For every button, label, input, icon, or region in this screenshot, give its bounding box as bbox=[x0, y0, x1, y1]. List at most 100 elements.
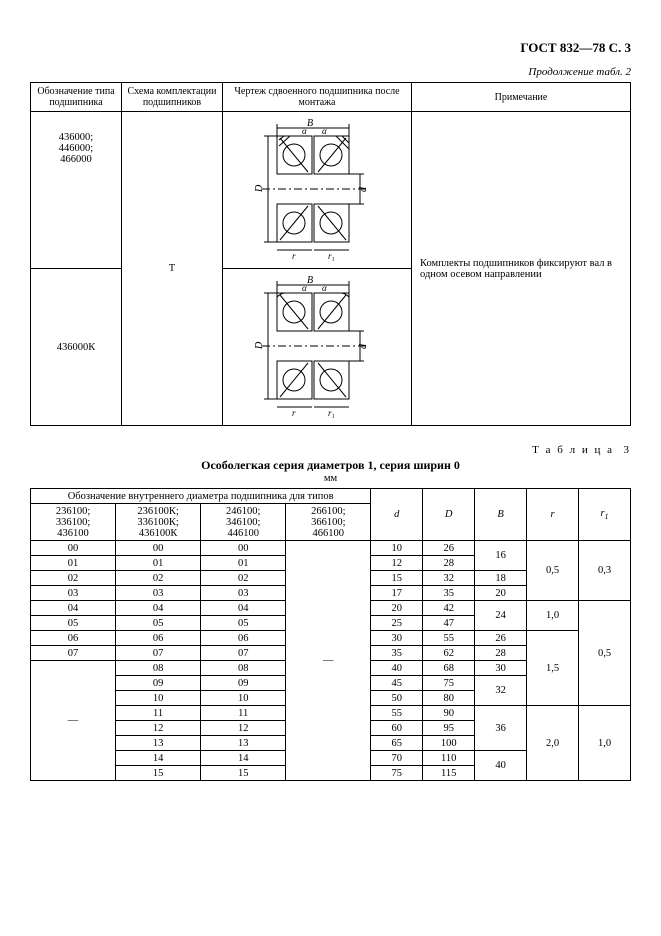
table3-label: Т а б л и ц а 3 bbox=[30, 444, 631, 456]
table-cell: 45 bbox=[371, 676, 423, 691]
table-cell: 10 bbox=[371, 541, 423, 556]
table-cell: 08 bbox=[201, 661, 286, 676]
t2-hdr-scheme: Схема комплектации подшипников bbox=[122, 83, 223, 112]
table-cell: 03 bbox=[116, 586, 201, 601]
svg-text:D: D bbox=[254, 341, 265, 350]
table-cell: 04 bbox=[31, 601, 116, 616]
svg-text:B: B bbox=[307, 275, 313, 286]
table-cell: 30 bbox=[371, 631, 423, 646]
table-cell: 03 bbox=[31, 586, 116, 601]
table-cell: 25 bbox=[371, 616, 423, 631]
table-cell: 47 bbox=[423, 616, 475, 631]
table-cell: 62 bbox=[423, 646, 475, 661]
svg-text:r₁: r₁ bbox=[328, 408, 335, 418]
table-cell: 28 bbox=[423, 556, 475, 571]
table-cell: 02 bbox=[31, 571, 116, 586]
svg-text:α: α bbox=[302, 126, 307, 136]
table-cell: 13 bbox=[116, 736, 201, 751]
t2-row1-type: 436000; 446000; 466000 bbox=[31, 112, 122, 269]
t2-hdr-drawing: Чертеж сдвоенного подшипника после монта… bbox=[223, 83, 412, 112]
table-cell: 14 bbox=[201, 751, 286, 766]
table-cell: 20 bbox=[475, 586, 527, 601]
t3-hdr-B: B bbox=[475, 489, 527, 541]
t2-diagram-2: B D d r r₁ α α bbox=[223, 269, 412, 426]
table2-continuation: Продолжение табл. 2 bbox=[30, 66, 631, 78]
table-cell: 36 bbox=[475, 706, 527, 751]
table-cell: 65 bbox=[371, 736, 423, 751]
table-cell: 15 bbox=[201, 766, 286, 781]
svg-text:D: D bbox=[254, 184, 265, 193]
table-cell: 35 bbox=[423, 586, 475, 601]
table-cell: 0,5 bbox=[527, 541, 579, 601]
table-cell: 15 bbox=[116, 766, 201, 781]
table-cell: 32 bbox=[423, 571, 475, 586]
t3-hdr-r1: r1 bbox=[579, 489, 631, 541]
table-cell: 26 bbox=[475, 631, 527, 646]
table-cell: 70 bbox=[371, 751, 423, 766]
table3-unit: мм bbox=[30, 473, 631, 484]
svg-text:α: α bbox=[302, 283, 307, 293]
table-cell: 01 bbox=[31, 556, 116, 571]
table-cell: 03 bbox=[201, 586, 286, 601]
table-cell: 01 bbox=[201, 556, 286, 571]
table-cell: 60 bbox=[371, 721, 423, 736]
table-cell: 95 bbox=[423, 721, 475, 736]
t3-col2-hdr: 236100К; 336100К; 436100К bbox=[116, 504, 201, 541]
table-cell: 35 bbox=[371, 646, 423, 661]
table-cell: 1,0 bbox=[527, 601, 579, 631]
svg-text:r: r bbox=[292, 251, 296, 261]
table-cell: 24 bbox=[475, 601, 527, 631]
bearing-drawing-icon: B D d r r₁ α α bbox=[232, 116, 402, 261]
t3-hdr-group: Обозначение внутреннего диаметра подшипн… bbox=[31, 489, 371, 504]
table2: Обозначение типа подшипника Схема компле… bbox=[30, 82, 631, 426]
t3-col4-hdr: 266100; 366100; 466100 bbox=[286, 504, 371, 541]
table3: Обозначение внутреннего диаметра подшипн… bbox=[30, 488, 631, 781]
table-cell: 20 bbox=[371, 601, 423, 616]
table-cell: 18 bbox=[475, 571, 527, 586]
table-cell: 04 bbox=[201, 601, 286, 616]
table-cell: 17 bbox=[371, 586, 423, 601]
table-cell: 0,3 bbox=[579, 541, 631, 601]
svg-text:α: α bbox=[322, 283, 327, 293]
table-cell: 02 bbox=[116, 571, 201, 586]
table-cell: 00 bbox=[201, 541, 286, 556]
table-cell: 11 bbox=[116, 706, 201, 721]
table-cell: 01 bbox=[116, 556, 201, 571]
table-cell: 07 bbox=[116, 646, 201, 661]
table-cell: 40 bbox=[371, 661, 423, 676]
table-cell: 2,0 bbox=[527, 706, 579, 781]
table-cell: 55 bbox=[371, 706, 423, 721]
table-cell: 10 bbox=[201, 691, 286, 706]
page-header: ГОСТ 832—78 С. 3 bbox=[30, 40, 631, 56]
t3-col1-hdr: 236100; 336100; 436100 bbox=[31, 504, 116, 541]
t2-row2-type: 436000К bbox=[31, 269, 122, 426]
table-cell: 14 bbox=[116, 751, 201, 766]
table-cell: 00 bbox=[116, 541, 201, 556]
table-cell: 07 bbox=[31, 646, 116, 661]
svg-text:r₁: r₁ bbox=[328, 251, 335, 261]
table-cell: 110 bbox=[423, 751, 475, 766]
t2-diagram-1: B D d r r₁ α α bbox=[223, 112, 412, 269]
table-cell: 30 bbox=[475, 661, 527, 676]
table-cell: 80 bbox=[423, 691, 475, 706]
svg-text:B: B bbox=[307, 118, 313, 129]
table-cell: 90 bbox=[423, 706, 475, 721]
table-cell: 02 bbox=[201, 571, 286, 586]
table-cell: 100 bbox=[423, 736, 475, 751]
table-cell: 68 bbox=[423, 661, 475, 676]
table-cell: 1,5 bbox=[527, 631, 579, 706]
table-cell: 06 bbox=[31, 631, 116, 646]
t3-hdr-D: D bbox=[423, 489, 475, 541]
table-cell: 10 bbox=[116, 691, 201, 706]
table-cell: 32 bbox=[475, 676, 527, 706]
t2-scheme: Т bbox=[122, 112, 223, 426]
table-cell: 12 bbox=[116, 721, 201, 736]
table-cell: 11 bbox=[201, 706, 286, 721]
svg-text:r: r bbox=[292, 408, 296, 418]
table-cell: 12 bbox=[371, 556, 423, 571]
table-cell: 07 bbox=[201, 646, 286, 661]
table-cell: 40 bbox=[475, 751, 527, 781]
table-cell: 28 bbox=[475, 646, 527, 661]
table-cell: 75 bbox=[371, 766, 423, 781]
table-cell: 06 bbox=[201, 631, 286, 646]
